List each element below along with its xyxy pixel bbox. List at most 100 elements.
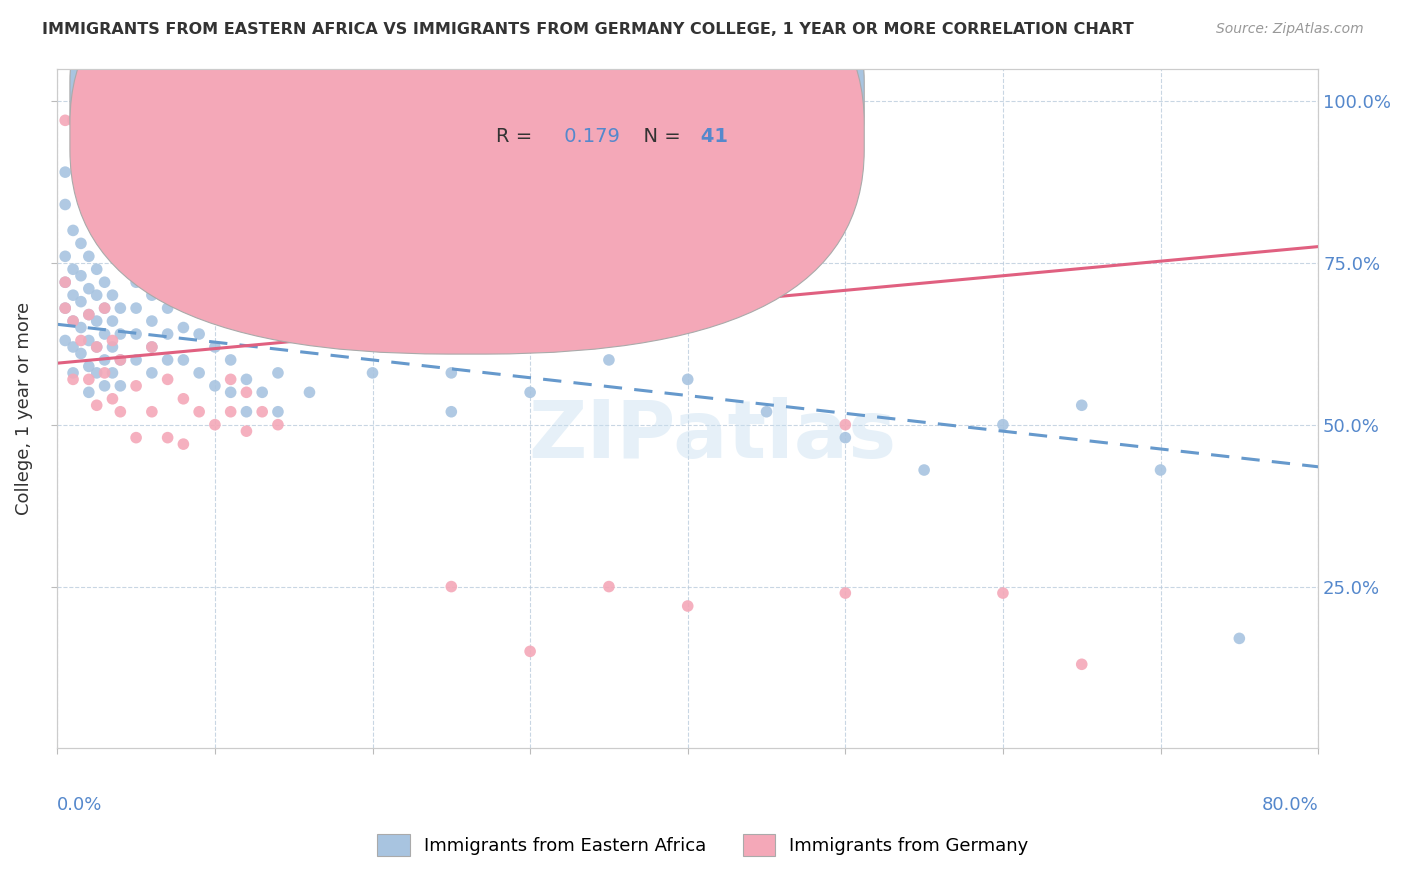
Text: 41: 41 (695, 127, 728, 146)
Point (70, 268, 93, 283)
Point (188, 366, 211, 380)
Text: 0.179: 0.179 (558, 127, 620, 146)
Point (361, 366, 384, 380)
Point (219, 372, 242, 386)
Text: R =: R = (496, 87, 538, 105)
Point (991, 586, 1014, 600)
Point (101, 314, 124, 328)
Point (93, 379, 115, 393)
Point (93, 353, 115, 368)
Point (204, 340, 226, 354)
Point (141, 405, 163, 419)
Point (156, 326, 179, 341)
Point (188, 405, 211, 419)
Point (235, 424, 257, 438)
Text: R =: R = (496, 127, 538, 146)
Legend: Immigrants from Eastern Africa, Immigrants from Germany: Immigrants from Eastern Africa, Immigran… (368, 825, 1038, 865)
Point (70, 294, 93, 309)
Point (93, 275, 115, 289)
FancyBboxPatch shape (70, 0, 865, 313)
Point (93, 366, 115, 380)
FancyBboxPatch shape (436, 72, 789, 170)
Point (519, 644, 541, 658)
Point (70, 320, 93, 334)
Point (141, 340, 163, 354)
Point (755, 405, 778, 419)
Point (141, 314, 163, 328)
Point (101, 392, 124, 406)
Point (70, 334, 93, 348)
Point (172, 353, 194, 368)
Point (62, 288, 84, 302)
Point (141, 288, 163, 302)
Point (110, 301, 132, 315)
Point (110, 405, 132, 419)
Point (219, 385, 242, 400)
Point (101, 288, 124, 302)
Point (519, 385, 541, 400)
Text: N =: N = (631, 87, 688, 105)
Point (598, 580, 620, 594)
Point (53, 197, 76, 211)
Point (101, 366, 124, 380)
Point (62, 314, 84, 328)
Point (219, 353, 242, 368)
Point (912, 463, 935, 477)
Point (834, 417, 856, 432)
Point (77, 308, 100, 322)
Point (235, 372, 257, 386)
Point (1070, 657, 1092, 672)
Point (77, 308, 100, 322)
Point (53, 334, 76, 348)
Point (125, 275, 148, 289)
Point (53, 165, 76, 179)
Point (834, 586, 856, 600)
Point (53, 301, 76, 315)
Text: 0.0%: 0.0% (58, 796, 103, 814)
Point (110, 326, 132, 341)
Point (110, 379, 132, 393)
Point (93, 326, 115, 341)
Point (267, 405, 290, 419)
Point (676, 372, 699, 386)
Point (62, 314, 84, 328)
Point (53, 275, 76, 289)
Point (53, 275, 76, 289)
Point (77, 359, 100, 374)
Point (440, 405, 463, 419)
Point (62, 372, 84, 386)
Point (267, 366, 290, 380)
Point (125, 431, 148, 445)
Point (62, 223, 84, 237)
Point (250, 405, 273, 419)
Point (77, 334, 100, 348)
Point (440, 580, 463, 594)
Point (77, 372, 100, 386)
Point (235, 405, 257, 419)
Text: ZIPatlas: ZIPatlas (529, 397, 897, 475)
Point (70, 346, 93, 360)
Text: IMMIGRANTS FROM EASTERN AFRICA VS IMMIGRANTS FROM GERMANY COLLEGE, 1 YEAR OR MOR: IMMIGRANTS FROM EASTERN AFRICA VS IMMIGR… (42, 22, 1133, 37)
Point (834, 431, 856, 445)
Point (1227, 632, 1250, 646)
Point (86, 340, 108, 354)
Point (125, 301, 148, 315)
Point (172, 320, 194, 334)
Point (991, 417, 1014, 432)
Point (204, 417, 226, 432)
Point (86, 340, 108, 354)
Point (62, 340, 84, 354)
Point (156, 301, 179, 315)
Point (53, 113, 76, 128)
Point (110, 353, 132, 368)
Point (141, 366, 163, 380)
Point (219, 405, 242, 419)
Point (1070, 398, 1092, 412)
Y-axis label: College, 1 year or more: College, 1 year or more (15, 301, 32, 515)
Point (62, 113, 84, 128)
Text: -0.245: -0.245 (558, 87, 620, 105)
Point (267, 417, 290, 432)
Point (204, 379, 226, 393)
Point (172, 275, 194, 289)
Point (188, 326, 211, 341)
